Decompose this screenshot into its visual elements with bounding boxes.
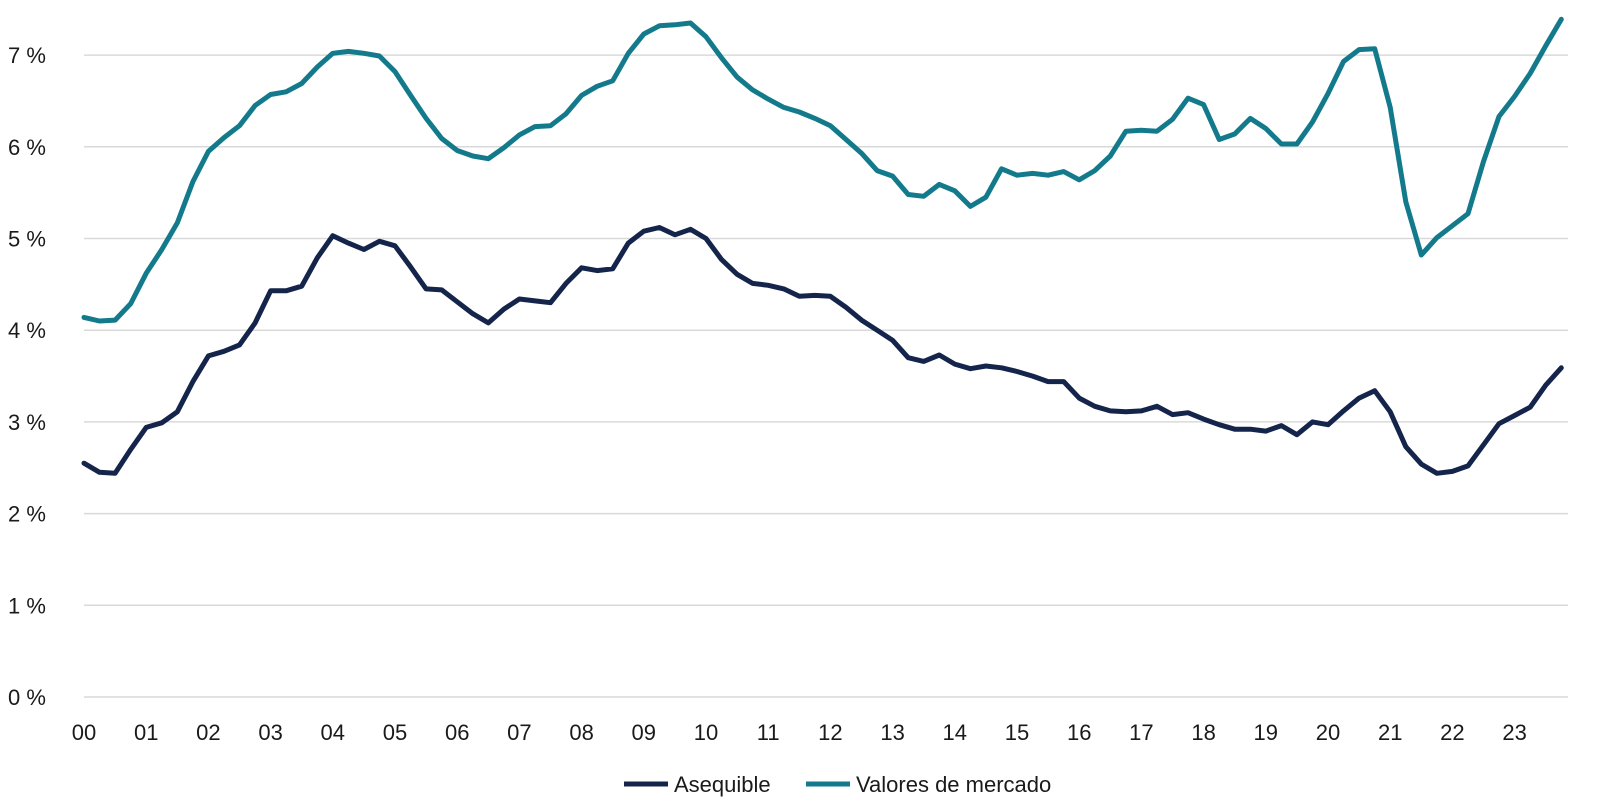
x-tick-label: 10 [694, 720, 718, 745]
series-valores-de-mercado [81, 16, 1564, 324]
x-tick-label: 01 [134, 720, 158, 745]
x-tick-label: 00 [72, 720, 96, 745]
x-tick-label: 05 [383, 720, 407, 745]
x-tick-label: 08 [569, 720, 593, 745]
legend-label-asequible: Asequible [674, 772, 771, 797]
x-tick-label: 13 [880, 720, 904, 745]
x-tick-label: 14 [943, 720, 967, 745]
x-tick-label: 02 [196, 720, 220, 745]
series-line [81, 225, 1564, 476]
x-axis: 00 01 02 03 04 05 06 07 08 09 10 11 12 13 14 15 16 17 18 19… [72, 720, 1527, 745]
x-tick-label: 06 [445, 720, 469, 745]
x-tick-label: 17 [1129, 720, 1153, 745]
x-tick-label: 16 [1067, 720, 1091, 745]
y-tick-label: 6 % [8, 135, 46, 160]
x-tick-label: 20 [1316, 720, 1340, 745]
y-axis: 0 % 1 % 2 % 3 % 4 % 5 % 6 % 7 % [8, 43, 46, 710]
x-tick-label: 04 [321, 720, 345, 745]
legend-label-valores-de-mercado: Valores de mercado [856, 772, 1051, 797]
x-tick-label: 15 [1005, 720, 1029, 745]
x-tick-label: 09 [632, 720, 656, 745]
x-tick-label: 11 [757, 720, 780, 745]
x-tick-label: 07 [507, 720, 531, 745]
series-line [81, 16, 1564, 324]
x-tick-label: 23 [1502, 720, 1526, 745]
legend: Asequible Valores de mercado [624, 772, 1051, 797]
y-tick-label: 4 % [8, 318, 46, 343]
series-layer [81, 16, 1564, 476]
x-tick-label: 21 [1378, 720, 1402, 745]
y-tick-label: 3 % [8, 410, 46, 435]
legend-item-asequible[interactable]: Asequible [624, 772, 771, 797]
series-asequible [81, 225, 1564, 476]
x-tick-label: 19 [1254, 720, 1278, 745]
y-tick-label: 2 % [8, 502, 46, 527]
y-tick-label: 5 % [8, 227, 46, 252]
grid-lines [84, 54, 1568, 698]
legend-item-valores-de-mercado[interactable]: Valores de mercado [806, 772, 1051, 797]
y-tick-label: 1 % [8, 593, 46, 618]
x-tick-label: 22 [1440, 720, 1464, 745]
y-tick-label: 7 % [8, 43, 46, 68]
x-tick-label: 03 [258, 720, 282, 745]
y-tick-label: 0 % [8, 685, 46, 710]
x-tick-label: 18 [1191, 720, 1215, 745]
x-tick-label: 12 [818, 720, 842, 745]
